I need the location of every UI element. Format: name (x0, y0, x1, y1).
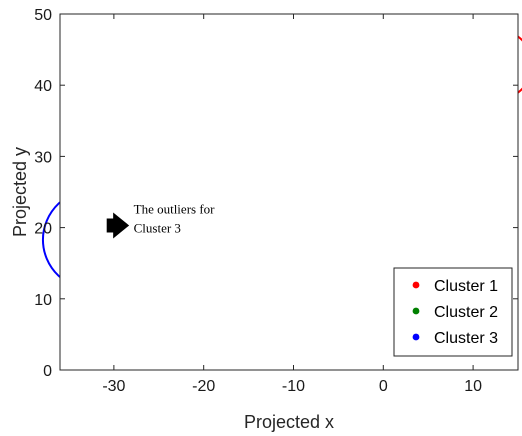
y-tick-label: 10 (34, 292, 52, 309)
x-tick-label: -10 (282, 378, 305, 395)
y-tick-label: 40 (34, 78, 52, 95)
y-tick-label: 30 (34, 149, 52, 166)
legend: Cluster 1 Cluster 2 Cluster 3 (393, 267, 513, 357)
annotation: The outliers for Cluster 3 (106, 201, 216, 239)
y-tick-label: 20 (34, 221, 52, 238)
x-tick-label: -30 (102, 378, 125, 395)
x-axis-title: Projected x (244, 412, 334, 432)
legend-label: Cluster 2 (434, 304, 498, 321)
y-tick-label: 50 (34, 7, 52, 24)
y-axis-title: Projected y (10, 147, 30, 237)
annotation-arrow (106, 212, 130, 239)
legend-label: Cluster 1 (434, 278, 498, 295)
legend-marker (412, 307, 420, 315)
legend-label: Cluster 3 (434, 330, 498, 347)
y-tick-label: 0 (43, 363, 52, 380)
annotation-text-line2: Cluster 3 (134, 220, 181, 235)
legend-marker (412, 333, 420, 341)
x-tick-label: 0 (379, 378, 388, 395)
x-tick-label: -20 (192, 378, 215, 395)
annotation-text-line1: The outliers for (134, 201, 216, 216)
legend-marker (412, 281, 420, 289)
x-tick-label: 10 (464, 378, 482, 395)
